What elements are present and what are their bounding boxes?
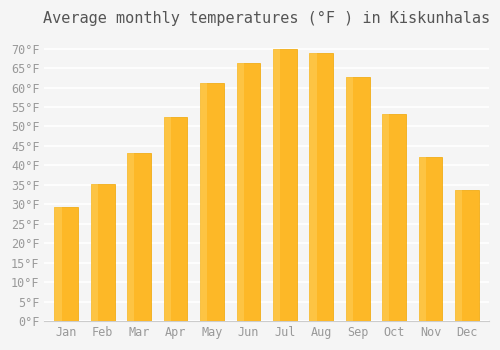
Bar	[310, 53, 316, 321]
Bar	[54, 207, 62, 321]
Bar	[200, 83, 207, 321]
Bar	[419, 157, 426, 321]
Bar	[236, 63, 260, 321]
Bar	[310, 53, 333, 321]
Bar	[164, 117, 171, 321]
Bar	[382, 114, 390, 321]
Title: Average monthly temperatures (°F ) in Kiskunhalas: Average monthly temperatures (°F ) in Ki…	[43, 11, 490, 26]
Bar	[91, 184, 114, 321]
Bar	[419, 157, 442, 321]
Bar	[236, 63, 244, 321]
Bar	[164, 117, 188, 321]
Bar	[346, 77, 353, 321]
Bar	[273, 49, 296, 321]
Bar	[128, 153, 151, 321]
Bar	[200, 83, 224, 321]
Bar	[346, 77, 370, 321]
Bar	[273, 49, 280, 321]
Bar	[455, 190, 479, 321]
Bar	[91, 184, 98, 321]
Bar	[54, 207, 78, 321]
Bar	[128, 153, 134, 321]
Bar	[382, 114, 406, 321]
Bar	[455, 190, 462, 321]
